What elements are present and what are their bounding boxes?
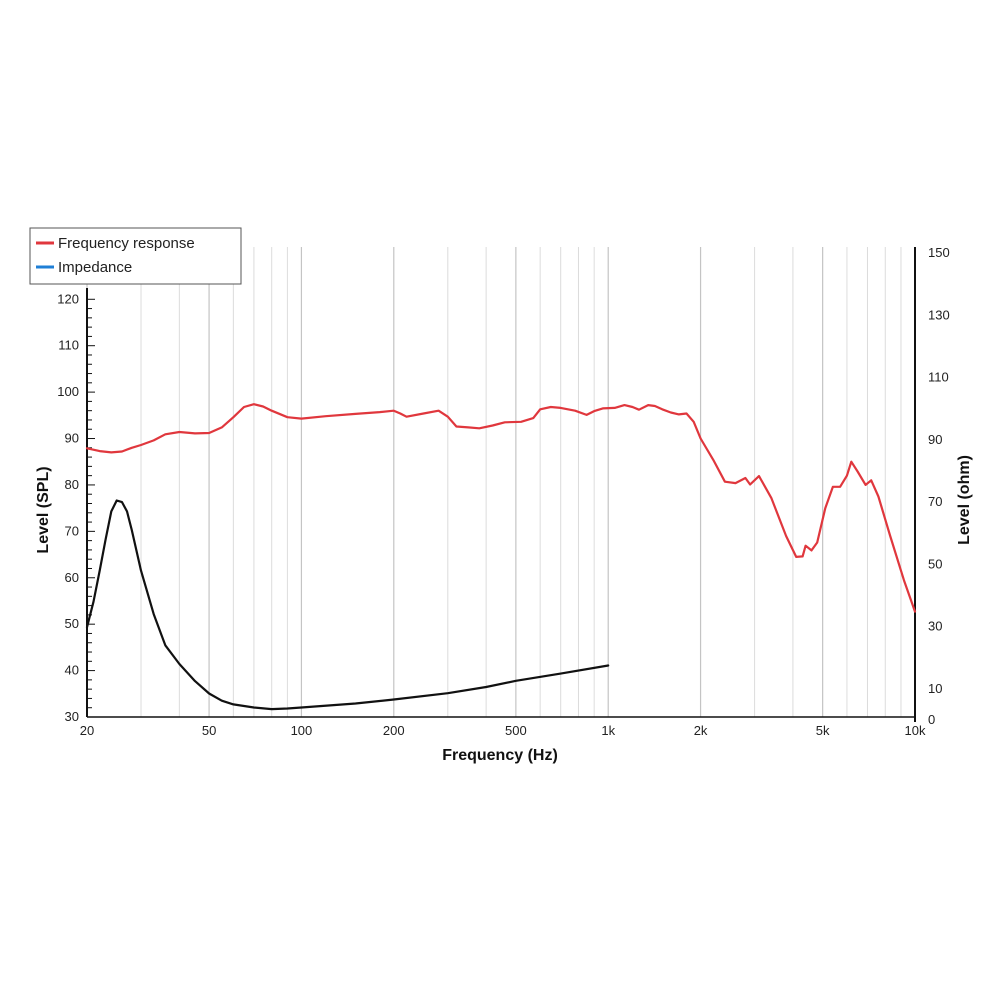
axes [86,247,916,722]
y-tick-label: 100 [57,384,79,399]
x-tick-label: 20 [80,723,94,738]
x-axis-title: Frequency (Hz) [442,747,558,764]
y-tick-label: 120 [57,291,79,306]
y2-tick-label: 130 [928,307,950,322]
y-tick-label: 80 [65,477,79,492]
y2-tick-label: 10 [928,681,942,696]
legend: Frequency response Impedance [29,227,242,285]
legend-label-frequency-response: Frequency response [58,235,195,252]
y2-tick-label: 50 [928,556,942,571]
y-tick-label: 60 [65,570,79,585]
y-tick-label: 90 [65,431,79,446]
frequency-response-line [85,403,917,613]
y-tick-label: 40 [65,663,79,678]
y2-tick-label: 0 [928,712,935,727]
x-tick-label: 50 [202,723,216,738]
y2-axis-title: Level (ohm) [956,455,973,545]
x-tick-label: 2k [694,723,708,738]
y-tick-label: 110 [58,338,79,353]
impedance-line [85,499,610,711]
x-tick-label: 10k [905,723,926,738]
x-axis-ticks: 20 50 100 200 500 1k 2k 5k 10k [80,723,926,738]
x-tick-label: 500 [505,723,527,738]
y2-tick-label: 150 [928,245,950,260]
y2-tick-label: 30 [928,619,942,634]
y-tick-label: 30 [65,709,79,724]
y2-tick-label: 90 [928,432,942,447]
legend-box [29,227,242,285]
y2-axis-ticks: 0 10 30 50 70 90 110 130 150 [928,245,950,727]
y-axis-title: Level (SPL) [35,466,52,553]
y-axis-ticks: 30 40 50 60 70 80 90 100 110 120 [57,291,79,724]
x-tick-label: 100 [291,723,313,738]
grid [86,247,916,717]
x-tick-label: 200 [383,723,405,738]
y-tick-label: 50 [65,616,79,631]
series-lines [85,403,917,711]
legend-label-impedance: Impedance [58,259,132,276]
y2-tick-label: 70 [928,494,942,509]
y-tick-label: 70 [65,523,79,538]
x-tick-label: 1k [601,723,615,738]
y2-tick-label: 110 [928,370,949,385]
x-tick-label: 5k [816,723,830,738]
